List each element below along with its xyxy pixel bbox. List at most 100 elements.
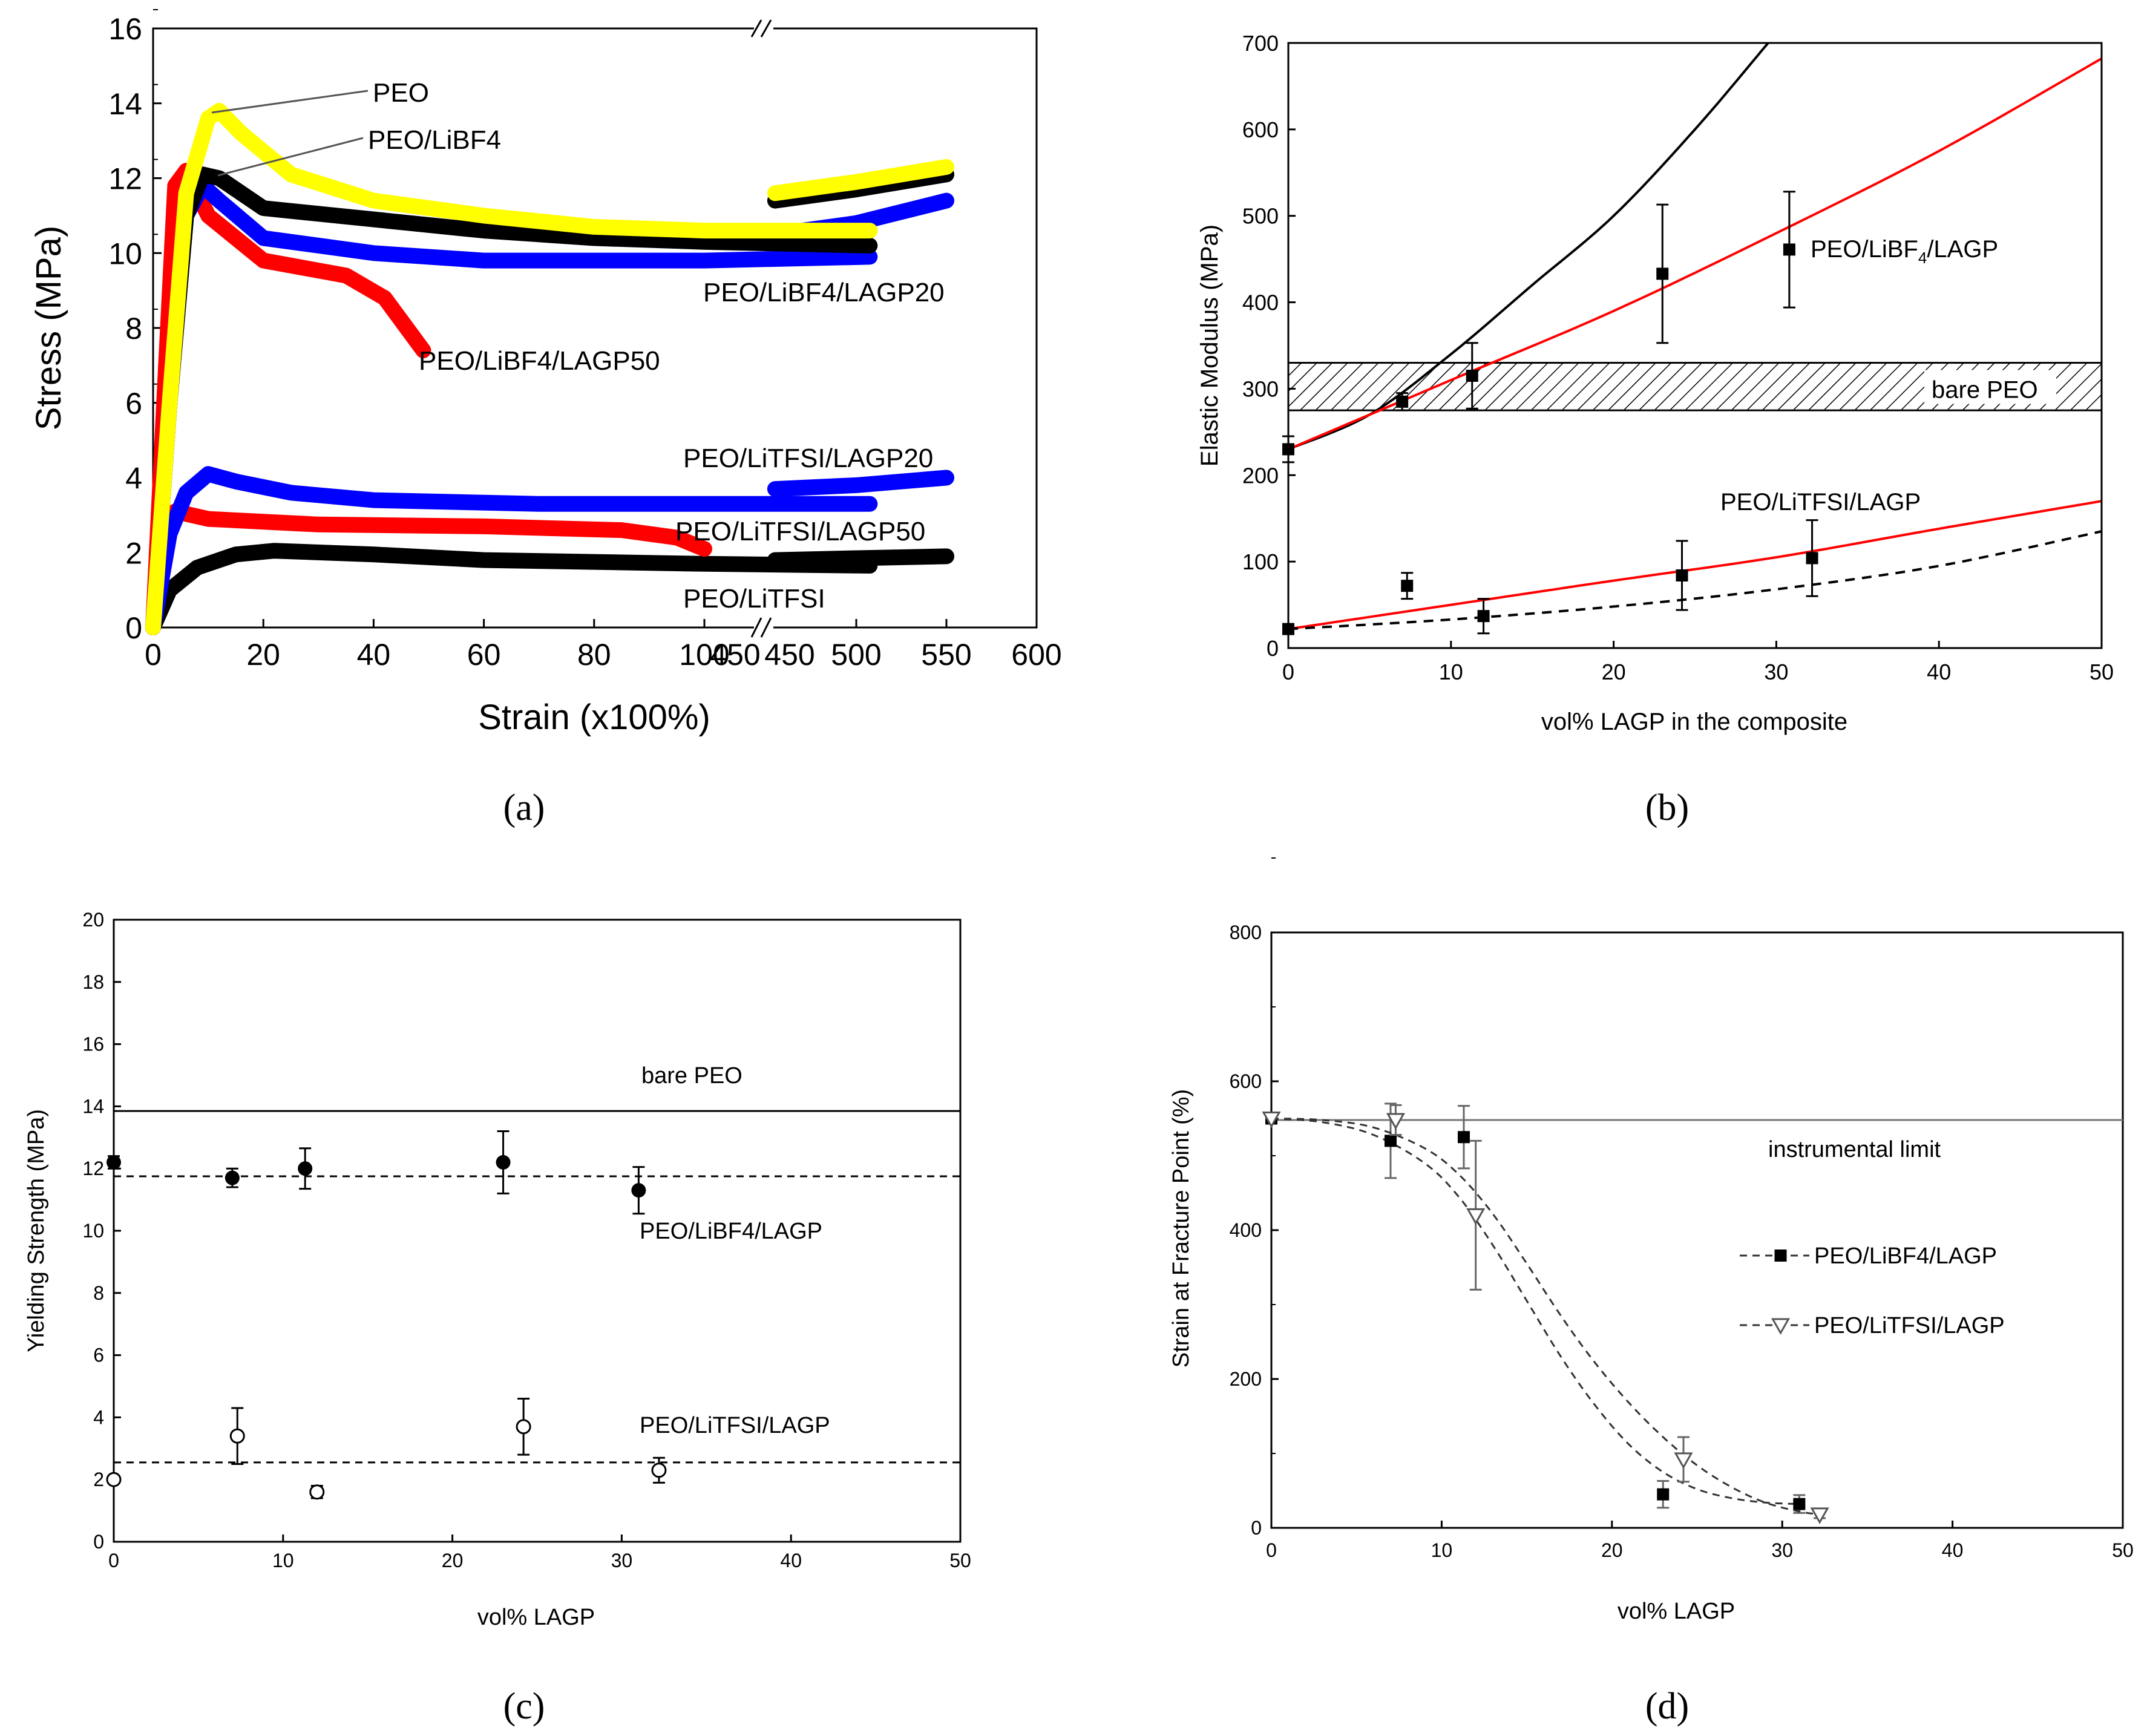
- data-point: [516, 1419, 531, 1435]
- series-label: PEO/LiTFSI/LAGP50: [675, 517, 925, 546]
- x-tick-label: 450: [710, 638, 760, 672]
- fit-curve: [1271, 1118, 1800, 1505]
- data-point: [1466, 1208, 1486, 1225]
- y-tick-label: 400: [1242, 290, 1279, 315]
- data-point: [1282, 623, 1294, 635]
- reference-label: bare PEO: [641, 1063, 742, 1089]
- axis-break-mark: [760, 19, 772, 38]
- series-PEO/LiTFSI/LAGP20: [145, 466, 954, 635]
- series-PEO: [145, 103, 954, 635]
- data-point: [1396, 395, 1409, 408]
- data-point: [298, 1161, 313, 1176]
- x-tick-label: 30: [1764, 660, 1788, 684]
- data-point: [1810, 1507, 1829, 1524]
- axis-break-mark: [760, 617, 772, 638]
- data-point: [1384, 1135, 1397, 1147]
- panel-d: 0 10 20 30 40 50 0 200 400 600 800 vol% LAGP Strain …: [1169, 857, 2134, 1727]
- x-tick-label: 100: [679, 638, 729, 672]
- x-tick-label: 10: [1431, 1539, 1453, 1561]
- x-tick-label: 80: [577, 638, 611, 672]
- x-tick-label: 500: [831, 638, 881, 672]
- x-axis-label: vol% LAGP in the composite: [1541, 709, 1847, 735]
- x-tick-label: 50: [949, 1550, 971, 1571]
- y-tick-label: 0: [125, 611, 142, 645]
- y-tick-label: 14: [108, 87, 142, 121]
- panel-caption: (d): [1645, 1686, 1689, 1727]
- data-point: [1466, 370, 1478, 382]
- fit-curve: [1271, 1118, 1820, 1516]
- series-label: PEO/LiTFSI/LAGP20: [683, 444, 933, 473]
- instrumental-limit-label: instrumental limit: [1768, 1137, 1941, 1162]
- fit-red-upper: [1288, 57, 2102, 451]
- y-tick-label: 6: [93, 1345, 104, 1366]
- x-tick-label: 550: [921, 638, 971, 672]
- data-point: [309, 1484, 325, 1500]
- y-tick-label: 20: [82, 909, 104, 931]
- data-point: [496, 1155, 511, 1170]
- x-axis-label: vol% LAGP: [477, 1605, 595, 1630]
- data-point: [229, 1428, 245, 1444]
- series-line-right: [767, 548, 954, 568]
- panel-c: 0 10 20 30 40 50 0 2 4 6 8 10 12 14 16 18 20 vol% LAGP Yie…: [24, 909, 971, 1727]
- axis-break: [750, 19, 773, 638]
- legend-marker: [1774, 1250, 1787, 1262]
- x-tick-label: 10: [1439, 660, 1463, 684]
- y-tick-label: 10: [82, 1220, 104, 1242]
- y-tick-label: 2: [93, 1469, 104, 1490]
- series-line: [145, 163, 431, 635]
- series-PEO/LiTFSI/LAGP: [106, 1398, 667, 1500]
- y-tick-label: 16: [82, 1033, 104, 1055]
- data-point: [107, 1155, 121, 1170]
- legend-item: PEO/LiBF4/LAGP: [1740, 1243, 1997, 1269]
- x-tick-label: 40: [357, 638, 391, 672]
- band-label: bare PEO: [1932, 377, 2038, 404]
- data-point: [225, 1170, 240, 1185]
- y-tick-label: 500: [1242, 204, 1279, 229]
- y-tick-label: 300: [1242, 376, 1279, 401]
- x-tick-label: 40: [780, 1550, 802, 1571]
- y-tick-label: 0: [93, 1531, 104, 1553]
- series-label-libf4: PEO/LiBF4/LAGP: [1811, 236, 1998, 267]
- y-tick-label: 16: [108, 12, 142, 46]
- y-tick-label: 800: [1230, 922, 1262, 943]
- subscript: 4: [1918, 249, 1927, 267]
- y-tick-label: 8: [93, 1282, 104, 1304]
- x-tick-label: 50: [2112, 1539, 2134, 1561]
- data-point: [1656, 267, 1669, 280]
- data-point: [1457, 1131, 1470, 1144]
- series-line: [145, 543, 878, 635]
- data-point: [1401, 580, 1414, 592]
- series-PEO/LiBF4/LAGP: [107, 1130, 646, 1215]
- x-tick-label: 50: [2090, 660, 2114, 684]
- data-point: [1674, 1452, 1693, 1469]
- legend-label: PEO/LiBF4/LAGP: [1814, 1243, 1997, 1269]
- legend-label: PEO/LiTFSI/LAGP: [1814, 1313, 2005, 1338]
- label-tail: /LAGP: [1927, 236, 1998, 263]
- y-tick-label: 600: [1242, 117, 1279, 142]
- fit-curves: [1288, 43, 2102, 631]
- x-tick-label: 40: [1927, 660, 1951, 684]
- label-leader: [211, 90, 369, 114]
- reference-label: PEO/LiTFSI/LAGP: [640, 1413, 830, 1438]
- data-point: [1282, 443, 1294, 456]
- data-point: [106, 1472, 122, 1487]
- plot-frame: [1287, 42, 2103, 649]
- x-tick-label: 600: [1011, 638, 1061, 672]
- band-label-bg: [1924, 370, 2056, 404]
- x-tick-label: 40: [1942, 1539, 1964, 1561]
- x-tick-label: 450: [764, 638, 815, 672]
- y-tick-label: 0: [1267, 636, 1279, 661]
- data-point: [1386, 1113, 1405, 1130]
- legend-item: PEO/LiTFSI/LAGP: [1740, 1313, 2005, 1338]
- panel-caption: (a): [503, 787, 545, 828]
- x-tick-label: 0: [108, 1550, 119, 1571]
- axis-break-mark: [750, 19, 762, 38]
- series-label: PEO/LiBF4: [368, 125, 501, 155]
- label-leader: [217, 137, 364, 177]
- data-point: [1676, 569, 1688, 581]
- y-tick-label: 8: [125, 312, 142, 346]
- y-tick-label: 12: [108, 162, 142, 196]
